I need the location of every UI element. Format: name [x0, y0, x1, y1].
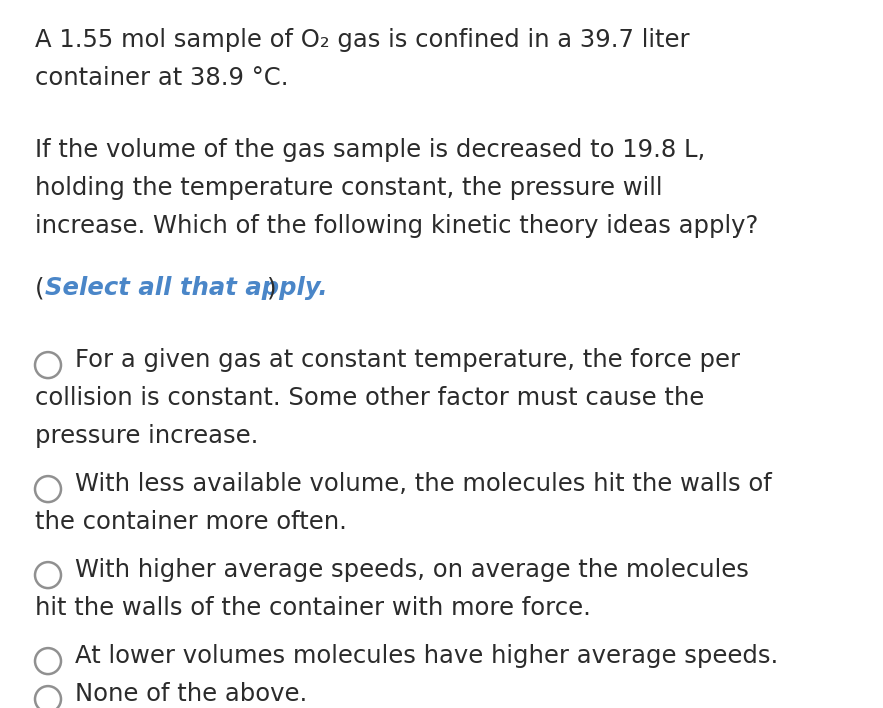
Text: ): ) [267, 276, 276, 300]
Text: None of the above.: None of the above. [75, 682, 307, 706]
Text: If the volume of the gas sample is decreased to 19.8 L,: If the volume of the gas sample is decre… [35, 138, 706, 162]
Text: (: ( [35, 276, 44, 300]
Text: container at 38.9 °C.: container at 38.9 °C. [35, 66, 289, 90]
Text: Select all that apply.: Select all that apply. [45, 276, 328, 300]
Text: For a given gas at constant temperature, the force per: For a given gas at constant temperature,… [75, 348, 740, 372]
Text: collision is constant. Some other factor must cause the: collision is constant. Some other factor… [35, 386, 705, 410]
Text: the container more often.: the container more often. [35, 510, 347, 534]
Text: hit the walls of the container with more force.: hit the walls of the container with more… [35, 596, 591, 620]
Text: pressure increase.: pressure increase. [35, 424, 259, 448]
Text: At lower volumes molecules have higher average speeds.: At lower volumes molecules have higher a… [75, 644, 778, 668]
Text: With higher average speeds, on average the molecules: With higher average speeds, on average t… [75, 558, 749, 582]
Text: holding the temperature constant, the pressure will: holding the temperature constant, the pr… [35, 176, 662, 200]
Text: A 1.55 mol sample of O₂ gas is confined in a 39.7 liter: A 1.55 mol sample of O₂ gas is confined … [35, 28, 690, 52]
Text: increase. Which of the following kinetic theory ideas apply?: increase. Which of the following kinetic… [35, 214, 758, 238]
Text: With less available volume, the molecules hit the walls of: With less available volume, the molecule… [75, 472, 772, 496]
